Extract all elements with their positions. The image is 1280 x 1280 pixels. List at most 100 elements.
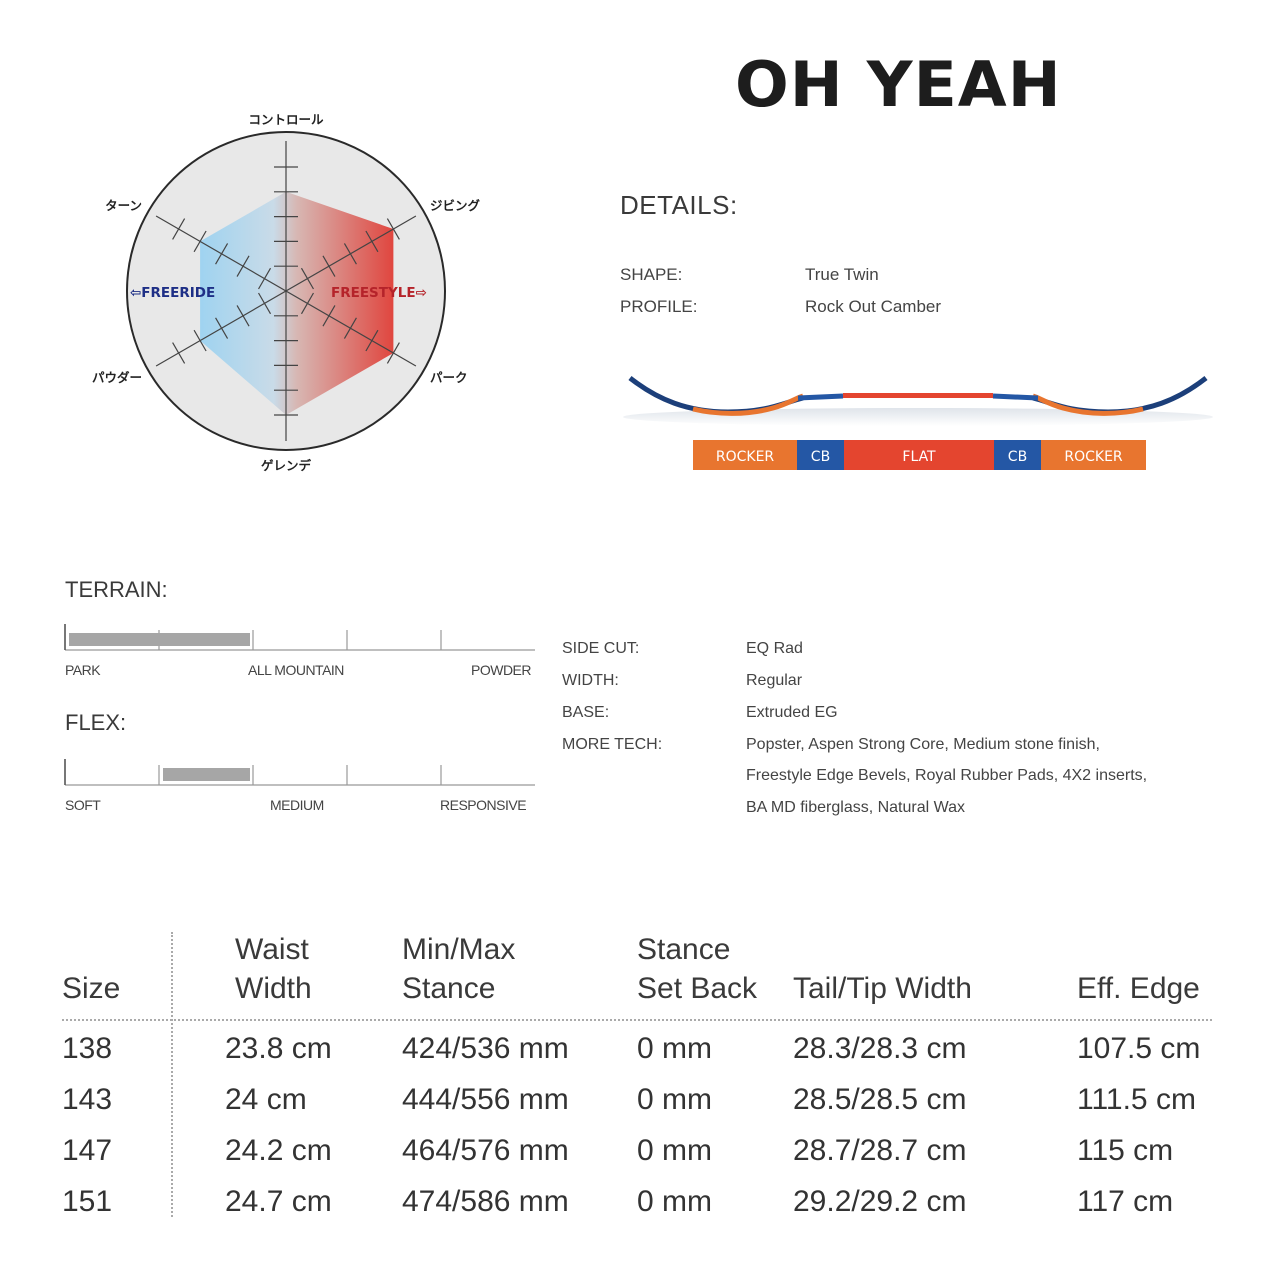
- radar-tick: [258, 267, 272, 290]
- spec-value-more-tech-line-2: Freestyle Edge Bevels, Royal Rubber Pads…: [746, 767, 1148, 784]
- table-cell: 464/576 mm: [402, 1134, 569, 1167]
- table-cell: 138: [62, 1032, 113, 1065]
- radar-axis-label: コントロール: [248, 112, 324, 127]
- terrain-label-park: PARK: [65, 662, 101, 678]
- radar-freestyle-label: FREESTYLE⇨: [331, 285, 427, 301]
- spec-value-side-cut: EQ Rad: [746, 640, 803, 657]
- radar-axis-label: パーク: [430, 370, 468, 385]
- details-heading: DETAILS:: [620, 190, 738, 220]
- board-camber-right: [992, 393, 1039, 401]
- radar-tick: [365, 329, 379, 352]
- flex-label-soft: SOFT: [65, 797, 101, 813]
- table-cell: 24 cm: [225, 1083, 307, 1116]
- spec-label-width: WIDTH:: [562, 672, 619, 689]
- spec-label-more-tech: MORE TECH:: [562, 736, 663, 753]
- table-header-size: Size: [62, 972, 121, 1005]
- radar-axis-label: パウダー: [92, 370, 142, 385]
- table-cell: 115 cm: [1077, 1134, 1174, 1167]
- table-cell: 0 mm: [637, 1083, 712, 1116]
- radar-tick: [258, 292, 272, 315]
- flex-range-bar: [163, 768, 250, 781]
- terrain-scale: [64, 624, 535, 651]
- spec-value-width: Regular: [746, 672, 803, 689]
- profile-segment-label: CB: [1008, 449, 1027, 465]
- flex-label-medium: MEDIUM: [270, 797, 324, 813]
- radar-tick: [343, 317, 357, 339]
- terrain-label-powder: POWDER: [471, 662, 532, 678]
- radar-tick: [300, 292, 314, 315]
- spec-value-base: Extruded EG: [746, 704, 838, 721]
- radar-value-polygon: [200, 191, 394, 415]
- radar-tick: [386, 342, 400, 364]
- table-cell: 23.8 cm: [225, 1032, 332, 1065]
- table-cell: 0 mm: [637, 1032, 712, 1065]
- spec-value-more-tech-line-3: BA MD fiberglass, Natural Wax: [746, 799, 966, 816]
- table-cell: 29.2/29.2 cm: [793, 1185, 967, 1218]
- radar-axis-label: ゲレンデ: [261, 458, 312, 473]
- radar-tick: [215, 317, 229, 339]
- table-cell: 0 mm: [637, 1185, 712, 1218]
- radar-axis-line: [155, 215, 417, 367]
- spec-label-side-cut: SIDE CUT:: [562, 640, 640, 657]
- terrain-range-bar: [69, 633, 250, 646]
- profile-segment-label: ROCKER: [716, 449, 775, 465]
- profile-label: PROFILE:: [620, 297, 698, 316]
- profile-segment: [693, 440, 797, 470]
- table-header-stance: Min/Max Stance: [402, 933, 516, 1005]
- table-cell: 24.7 cm: [225, 1185, 332, 1218]
- table-cell: 28.3/28.3 cm: [793, 1032, 967, 1065]
- radar-freeride-label: ⇦FREERIDE: [130, 285, 215, 301]
- table-header-waist-width: Waist Width: [235, 933, 312, 1005]
- radar-tick: [343, 243, 357, 265]
- flex-heading: FLEX:: [65, 710, 127, 735]
- page-title: OH YEAH: [735, 48, 1062, 121]
- table-cell: 0 mm: [637, 1134, 712, 1167]
- profile-segment-label: CB: [811, 449, 830, 465]
- radar-tick: [322, 305, 336, 327]
- board-profile-diagram: ROCKER CB FLAT CB ROCKER: [623, 376, 1213, 470]
- radar-tick: [386, 218, 400, 240]
- profile-segment-label: FLAT: [902, 449, 936, 465]
- table-cell: 28.5/28.5 cm: [793, 1083, 967, 1116]
- radar-tick: [172, 342, 186, 364]
- board-camber-left: [797, 393, 844, 401]
- spec-label-base: BASE:: [562, 704, 610, 721]
- board-shadow: [623, 408, 1213, 426]
- table-cell: 28.7/28.7 cm: [793, 1134, 967, 1167]
- flex-label-responsive: RESPONSIVE: [440, 797, 527, 813]
- table-header-eff-edge: Eff. Edge: [1077, 972, 1200, 1005]
- table-cell: 111.5 cm: [1077, 1083, 1196, 1116]
- terrain-label-all-mountain: ALL MOUNTAIN: [248, 662, 344, 678]
- radar-tick: [193, 329, 207, 352]
- table-cell: 151: [62, 1185, 113, 1218]
- spec-value-more-tech-line-1: Popster, Aspen Strong Core, Medium stone…: [746, 736, 1100, 753]
- table-header-tail-tip-width: Tail/Tip Width: [793, 972, 972, 1005]
- shape-value: True Twin: [805, 265, 879, 284]
- table-column-divider: [171, 932, 173, 1217]
- table-cell: 424/536 mm: [402, 1032, 569, 1065]
- radar-axis-label: ターン: [105, 198, 142, 213]
- terrain-heading: TERRAIN:: [65, 577, 168, 602]
- shape-label: SHAPE:: [620, 265, 683, 284]
- table-cell: 107.5 cm: [1077, 1032, 1201, 1065]
- board-rocker-right: [1032, 393, 1144, 416]
- table-cell: 24.2 cm: [225, 1134, 332, 1167]
- table-cell: 444/556 mm: [402, 1083, 569, 1116]
- radar-tick: [236, 305, 250, 327]
- board-rocker-left: [692, 393, 804, 416]
- radar-tick: [236, 255, 250, 277]
- table-header-set-back: Stance Set Back: [637, 933, 758, 1005]
- table-cell: 143: [62, 1083, 113, 1116]
- profile-value: Rock Out Camber: [805, 297, 942, 316]
- profile-segment: [797, 440, 844, 470]
- radar-tick: [300, 267, 314, 290]
- radar-tick: [172, 218, 186, 240]
- profile-segment: [844, 440, 994, 470]
- table-header-divider: [62, 1019, 1212, 1021]
- radar-tick: [365, 230, 379, 253]
- table-cell: 147: [62, 1134, 113, 1167]
- profile-segment-label: ROCKER: [1064, 449, 1123, 465]
- radar-tick: [193, 230, 207, 253]
- profile-segment: [1041, 440, 1146, 470]
